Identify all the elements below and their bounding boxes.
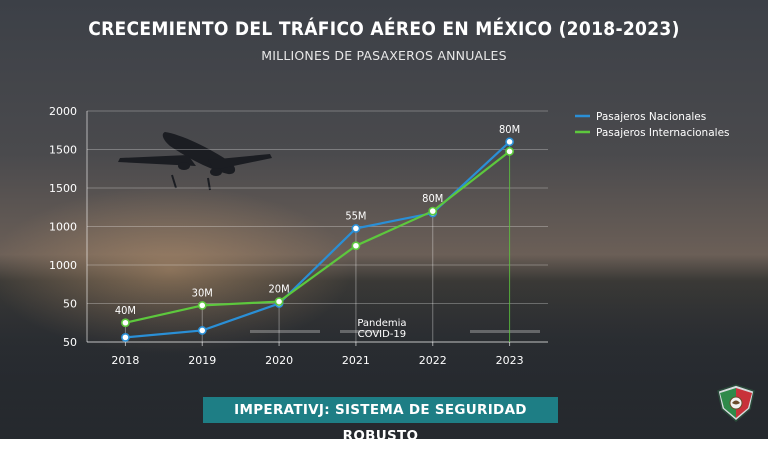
x-tick-label: 2018 [111,354,139,367]
x-tick-label: 2019 [188,354,216,367]
chart-subtitle: MILLIONES DE PASAXEROS ANNUALES [261,48,507,63]
data-point [274,297,284,306]
data-label: 55M [345,209,366,222]
data-label: 80M [499,123,520,136]
data-point [121,332,130,342]
data-point [197,301,207,310]
x-tick-label: 2022 [419,354,447,367]
data-point [351,241,361,251]
legend-label: Pasajeros Internacionales [596,127,730,139]
annotation-text: COVID-19 [358,329,407,340]
shield-eagle-logo-icon [717,384,755,422]
airplane-icon [118,132,272,191]
y-tick-label: 50 [63,298,77,311]
series-line [125,150,511,324]
data-point [121,318,130,328]
data-label: 40M [115,304,136,317]
series-line [125,140,511,339]
x-tick-label: 2023 [496,354,524,367]
y-tick-label: 1500 [49,182,77,195]
runway-marking [250,330,320,333]
runway-marking [340,330,380,333]
line-chart: 50 50 1000 1000 1500 1500 2000 2018 2019 2020 2021… [49,105,730,367]
x-tick-label: 2020 [265,354,293,367]
data-label: 80M [422,192,443,205]
data-point [351,224,361,233]
banner: IMPERATIVJ: SISTEMA DE SEGURIDAD ROBUSTO [203,397,558,444]
data-point [197,326,207,335]
y-tick-label: 1000 [49,259,77,272]
runway-marking [470,330,540,333]
x-tick-label: 2021 [342,354,370,367]
y-tick-label: 50 [63,336,77,349]
data-point [428,206,438,216]
annotation-text: Pandemia [357,318,406,329]
chart-title: CRECEMIENTO DEL TRÁFICO AÉREO EN MÉXICO … [88,18,680,40]
data-point [505,137,514,147]
data-label: 30M [192,286,213,299]
data-point [505,147,514,156]
data-label: 20M [269,283,290,296]
y-tick-label: 1000 [49,221,77,234]
y-tick-label: 2000 [49,105,77,118]
y-tick-label: 1500 [49,144,77,157]
legend-label: Pasajeros Nacionales [596,111,706,123]
